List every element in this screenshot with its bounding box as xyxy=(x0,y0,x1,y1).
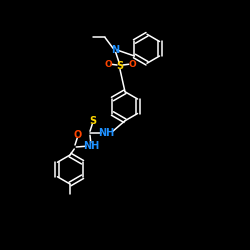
Text: O: O xyxy=(74,130,82,140)
Text: S: S xyxy=(116,61,123,71)
Text: N: N xyxy=(111,45,119,55)
Text: O: O xyxy=(128,60,136,69)
Text: S: S xyxy=(89,116,96,126)
Text: NH: NH xyxy=(98,128,114,138)
Text: O: O xyxy=(104,60,112,69)
Text: NH: NH xyxy=(83,141,100,151)
